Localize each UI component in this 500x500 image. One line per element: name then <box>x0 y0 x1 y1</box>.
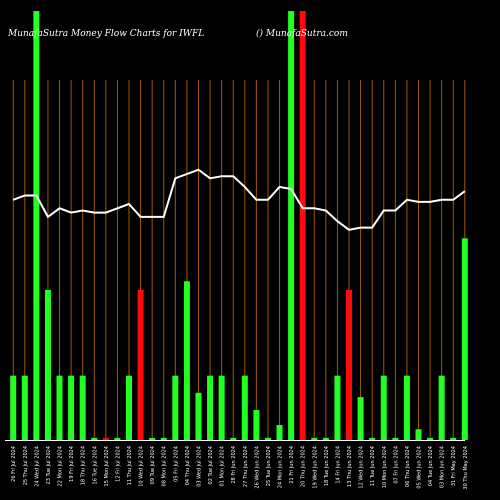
x-tick-label: 19 Fri Jul 2024 <box>69 446 75 482</box>
money-flow-bar <box>427 437 434 440</box>
money-flow-bar <box>369 437 376 440</box>
x-tick-label: 11 Thu Jul 2024 <box>127 446 133 485</box>
money-flow-bar <box>461 238 468 440</box>
x-tick-label: 05 Wed Jun 2024 <box>417 446 423 489</box>
money-flow-bar <box>160 437 167 440</box>
x-tick-label: 27 Thu Jun 2024 <box>243 446 249 487</box>
money-flow-bar <box>230 437 237 440</box>
x-tick-label: 12 Fri Jul 2024 <box>115 446 121 482</box>
x-tick-label: 18 Thu Jul 2024 <box>81 446 87 485</box>
x-axis-labels: 26 Fri Jul 2024 25 Thu Jul 2024 24 Wed Jul… <box>11 446 469 490</box>
x-tick-label: 03 Mon Jun 2024 <box>440 446 446 488</box>
money-flow-bar <box>218 375 225 440</box>
x-tick-label: 26 Fri Jul 2024 <box>11 446 17 482</box>
x-tick-label: 05 Fri Jul 2024 <box>173 446 179 482</box>
money-flow-bar <box>392 437 399 440</box>
money-flow-bar <box>264 437 271 440</box>
x-tick-label: 11 Tue Jun 2024 <box>370 446 376 486</box>
x-tick-label: 25 Thu Jul 2024 <box>23 446 29 485</box>
money-flow-bar <box>149 437 156 440</box>
money-flow-bar <box>334 375 341 440</box>
x-tick-label: 23 Tue Jul 2024 <box>46 446 52 484</box>
money-flow-bar <box>322 437 329 440</box>
x-tick-label: 03 Wed Jul 2024 <box>196 446 202 487</box>
money-flow-bar <box>195 392 202 440</box>
x-tick-label: 04 Thu Jul 2024 <box>185 446 191 485</box>
money-flow-bar <box>21 375 28 440</box>
money-flow-bar <box>137 289 144 440</box>
money-flow-bar <box>357 397 364 440</box>
money-flow-bar <box>415 429 422 440</box>
money-flow-bar <box>346 289 353 440</box>
x-tick-label: 12 Wed Jun 2024 <box>359 446 365 489</box>
money-flow-bar <box>288 11 295 440</box>
x-tick-label: 06 Thu Jun 2024 <box>405 446 411 487</box>
x-tick-label: 24 Wed Jul 2024 <box>34 446 40 487</box>
money-flow-bar <box>56 375 63 440</box>
money-flow-bar <box>241 375 248 440</box>
money-flow-line <box>12 168 466 231</box>
money-flow-bar <box>299 11 306 440</box>
x-tick-label: 04 Tue Jun 2024 <box>428 446 434 486</box>
money-flow-bar <box>380 375 387 440</box>
x-tick-label: 10 Wed Jul 2024 <box>139 446 145 487</box>
money-flow-bar <box>79 375 86 440</box>
x-tick-label: 15 Mon Jul 2024 <box>104 446 110 486</box>
x-tick-label: 08 Mon Jul 2024 <box>162 446 168 486</box>
x-tick-label: 20 Thu Jun 2024 <box>301 446 307 487</box>
x-tick-label: 09 Tue Jul 2024 <box>150 446 156 484</box>
money-flow-bar <box>91 437 98 440</box>
x-tick-label: 10 Mon Jun 2024 <box>382 446 388 488</box>
x-tick-label: 30 Thu May 2024 <box>463 446 469 490</box>
money-flow-bar <box>126 375 132 440</box>
x-tick-label: 25 Tue Jun 2024 <box>266 446 272 486</box>
money-flow-bar <box>183 281 190 440</box>
money-flow-bars <box>10 11 468 440</box>
x-tick-label: 13 Thu Jun 2024 <box>347 446 353 487</box>
money-flow-bar <box>68 375 75 440</box>
money-flow-bar <box>10 375 17 440</box>
x-tick-label: 31 Fri May 2024 <box>451 446 457 486</box>
money-flow-bar <box>102 437 109 440</box>
money-flow-bar <box>438 375 445 440</box>
x-tick-label: 01 Mon Jul 2024 <box>220 446 226 486</box>
x-tick-label: 18 Tue Jun 2024 <box>324 446 330 486</box>
chart-title: MunafaSutra Money Flow Charts for IWFL <box>7 29 204 39</box>
watermark-text: () MunafaSutra.com <box>256 28 348 39</box>
money-flow-bar <box>253 409 260 440</box>
x-tick-label: 19 Wed Jun 2024 <box>312 446 318 489</box>
x-tick-label: 07 Fri Jun 2024 <box>393 446 399 484</box>
x-tick-label: 22 Mon Jul 2024 <box>58 446 64 486</box>
money-flow-bar <box>403 375 410 440</box>
money-flow-bar <box>33 11 40 440</box>
x-tick-label: 21 Fri Jun 2024 <box>289 446 295 484</box>
money-flow-bar <box>207 375 214 440</box>
x-tick-label: 28 Fri Jun 2024 <box>231 446 237 484</box>
money-flow-bar <box>44 289 51 440</box>
money-flow-bar <box>450 437 457 440</box>
x-tick-label: 26 Wed Jun 2024 <box>254 446 260 489</box>
x-tick-label: 02 Tue Jul 2024 <box>208 446 214 484</box>
money-flow-bar <box>276 424 283 440</box>
money-flow-bar <box>114 437 121 440</box>
money-flow-bar <box>172 375 179 440</box>
money-flow-bar <box>311 437 318 440</box>
x-tick-label: 14 Fri Jun 2024 <box>335 446 341 484</box>
x-tick-label: 16 Tue Jul 2024 <box>92 446 98 484</box>
x-tick-label: 24 Mon Jun 2024 <box>278 446 284 488</box>
